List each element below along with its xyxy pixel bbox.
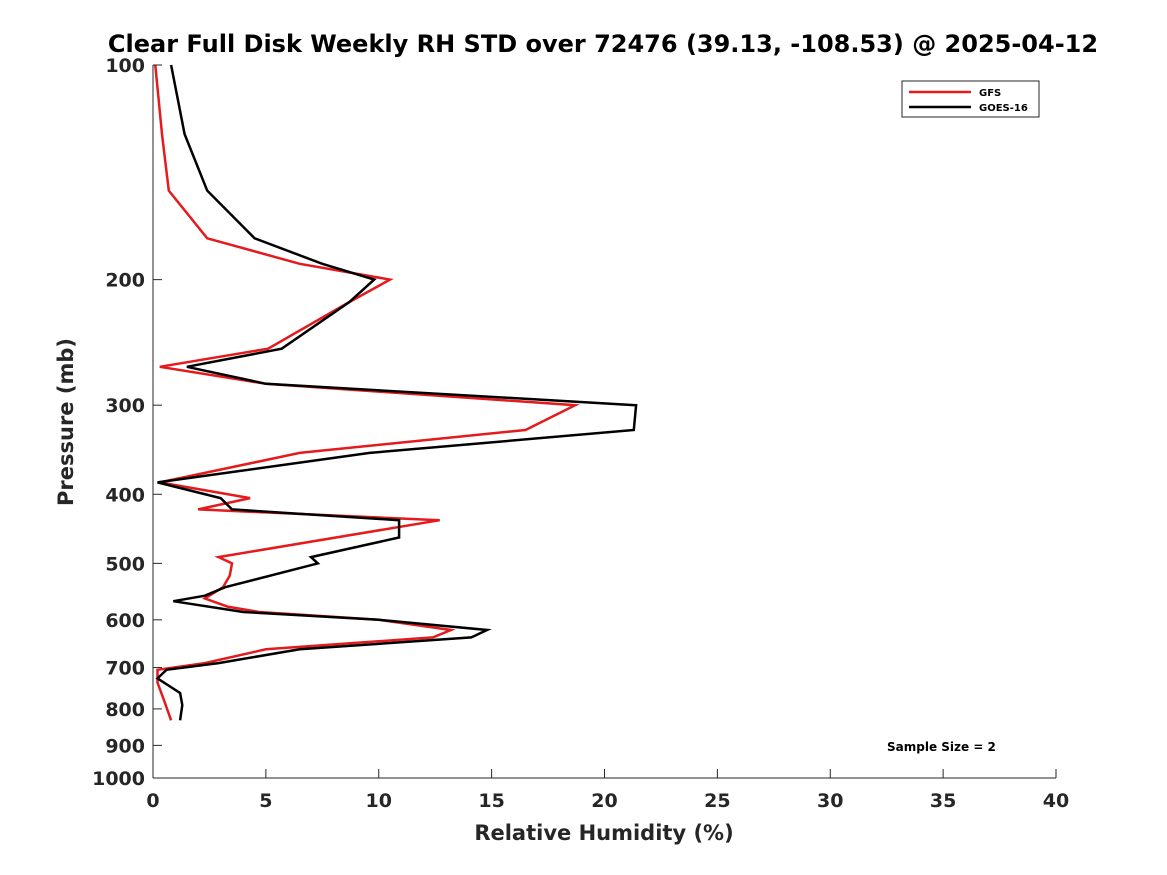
y-ticks: 100 200 300 400 500 600 700 800 900 1000 — [92, 55, 162, 790]
series-layer — [154, 64, 638, 721]
y-axis-label: Pressure (mb) — [54, 338, 78, 506]
y-tick-label: 400 — [105, 484, 145, 506]
x-tick-label: 20 — [591, 790, 617, 812]
y-tick-label: 300 — [105, 395, 145, 417]
sample-size-annotation: Sample Size = 2 — [887, 740, 996, 754]
x-tick-label: 5 — [259, 790, 272, 812]
x-tick-label: 15 — [478, 790, 504, 812]
x-tick-label: 10 — [366, 790, 392, 812]
legend-label-gfs: GFS — [979, 88, 1001, 99]
x-tick-label: 40 — [1043, 790, 1069, 812]
y-tick-label: 900 — [105, 735, 145, 757]
plot-area: 0 5 10 15 20 25 30 35 40 100 200 300 400 500 600 700 80… — [92, 55, 1069, 812]
y-tick-label: 100 — [105, 55, 145, 77]
y-tick-label: 800 — [105, 699, 145, 721]
series-line-goes16 — [155, 64, 638, 721]
legend: GFS GOES-16 — [901, 80, 1040, 118]
x-axis-label: Relative Humidity (%) — [474, 821, 733, 845]
series-line-gfs — [154, 64, 580, 721]
legend-box — [901, 80, 1040, 118]
y-tick-label: 500 — [105, 553, 145, 575]
x-tick-label: 30 — [817, 790, 843, 812]
x-tick-label: 25 — [704, 790, 730, 812]
legend-label-goes16: GOES-16 — [979, 103, 1028, 114]
chart-title: Clear Full Disk Weekly RH STD over 72476… — [108, 30, 1098, 58]
y-tick-label: 1000 — [92, 768, 145, 790]
y-tick-label: 700 — [105, 658, 145, 680]
y-tick-label: 200 — [105, 270, 145, 292]
y-tick-label: 600 — [105, 610, 145, 632]
x-tick-label: 35 — [930, 790, 956, 812]
x-ticks: 0 5 10 15 20 25 30 35 40 — [146, 769, 1069, 812]
x-tick-label: 0 — [146, 790, 159, 812]
